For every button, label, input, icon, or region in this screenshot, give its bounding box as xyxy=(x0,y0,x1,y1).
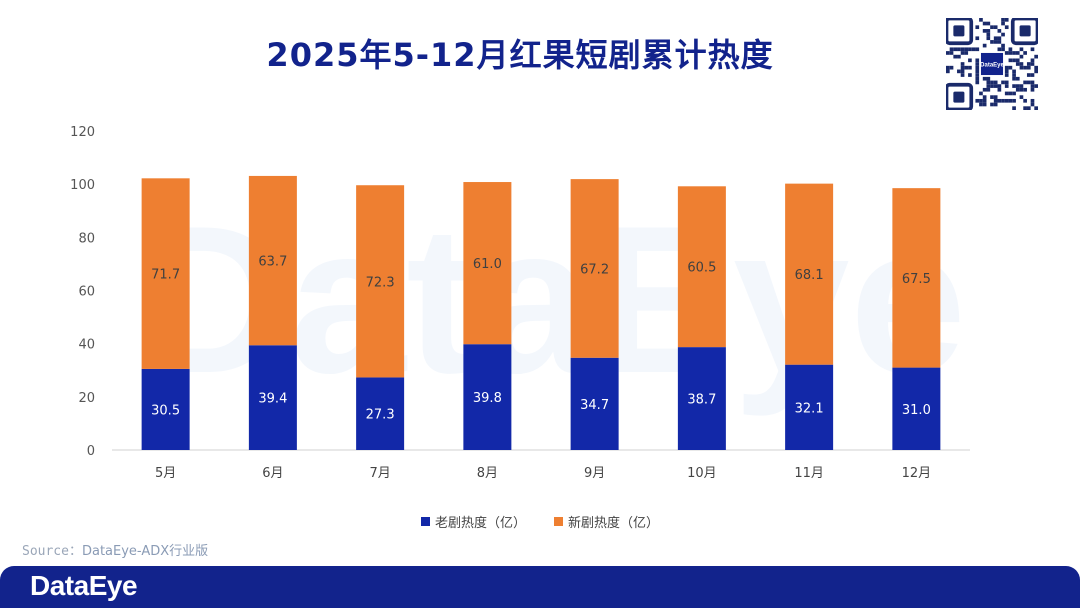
bar-segment-old xyxy=(570,357,619,450)
bar-segment-old xyxy=(677,347,726,450)
bar-segment-new xyxy=(892,188,941,368)
y-tick-label: 120 xyxy=(70,125,95,140)
bar-segment-old xyxy=(141,368,190,450)
bar-segment-new xyxy=(141,178,190,369)
x-tick-label: 11月 xyxy=(794,466,824,481)
x-tick-label: 6月 xyxy=(262,466,283,481)
y-tick-label: 80 xyxy=(78,231,95,246)
data-label-old: 38.7 xyxy=(687,393,716,408)
x-tick-label: 8月 xyxy=(477,466,498,481)
bar-segment-new xyxy=(356,185,405,378)
data-label-old: 32.1 xyxy=(795,401,824,416)
data-label-new: 67.2 xyxy=(580,262,609,277)
y-tick-label: 100 xyxy=(70,178,95,193)
data-label-old: 30.5 xyxy=(151,403,180,418)
data-label-old: 39.8 xyxy=(473,391,502,406)
legend-swatch-old xyxy=(420,517,430,526)
source-note: Source：DataEye-ADX行业版 xyxy=(22,540,208,559)
legend-item-old: 老剧热度（亿） xyxy=(420,512,526,531)
source-text: DataEye-ADX行业版 xyxy=(81,544,209,559)
bar-segment-old xyxy=(463,344,512,450)
y-tick-label: 20 xyxy=(78,391,95,406)
y-tick-label: 0 xyxy=(87,444,95,459)
data-label-new: 72.3 xyxy=(366,275,395,290)
data-label-new: 60.5 xyxy=(687,261,716,276)
footer-logo: DataEye xyxy=(30,570,138,601)
bar-segment-new xyxy=(463,182,512,345)
legend-label-old: 老剧热度（亿） xyxy=(434,516,526,531)
x-tick-label: 12月 xyxy=(902,466,932,481)
data-label-new: 61.0 xyxy=(473,257,502,272)
x-tick-label: 7月 xyxy=(369,466,390,481)
legend-item-new: 新剧热度（亿） xyxy=(554,512,659,531)
qr-code-graphic: DataEye xyxy=(944,16,1040,112)
bar-segment-new xyxy=(785,183,834,365)
data-label-new: 68.1 xyxy=(795,268,824,283)
data-label-new: 71.7 xyxy=(151,268,180,283)
data-label-old: 39.4 xyxy=(258,392,287,407)
source-label: Source： xyxy=(22,544,82,559)
bar-segment-new xyxy=(570,179,619,358)
bar-segment-new xyxy=(677,186,726,348)
data-label-old: 27.3 xyxy=(366,408,395,423)
data-label-new: 63.7 xyxy=(258,255,287,270)
bar-segment-old xyxy=(785,364,834,450)
x-tick-label: 9月 xyxy=(584,466,605,481)
data-label-old: 34.7 xyxy=(580,398,609,413)
x-tick-label: 10月 xyxy=(687,466,717,481)
data-label-new: 67.5 xyxy=(902,272,931,287)
y-tick-label: 40 xyxy=(78,338,95,353)
x-tick-label: 5月 xyxy=(155,466,176,481)
bar-segment-old xyxy=(892,367,941,450)
svg-text:DataEye: DataEye xyxy=(980,63,1004,69)
legend-label-new: 新剧热度（亿） xyxy=(568,516,660,531)
qr-code: DataEye xyxy=(944,16,1040,112)
chart-legend: 老剧热度（亿） 新剧热度（亿） xyxy=(0,512,1080,531)
data-label-old: 31.0 xyxy=(902,403,931,418)
bar-segment-old xyxy=(248,345,297,450)
footer-bar: DataEye xyxy=(0,566,1080,608)
chart-bars xyxy=(141,175,941,450)
bar-segment-old xyxy=(356,377,405,450)
chart-data-labels: 30.5 71.7 5月 39.4 63.7 6月 27.3 72.3 7月 39.8 61.0 8月… xyxy=(151,255,931,481)
y-tick-label: 60 xyxy=(78,285,95,300)
chart-title: 2025年5-12月红果短剧累计热度 xyxy=(266,36,774,74)
bar-segment-new xyxy=(248,175,297,346)
legend-swatch-new xyxy=(554,517,563,526)
